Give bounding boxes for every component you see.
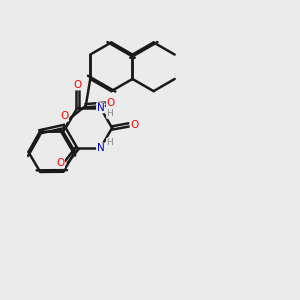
Text: O: O xyxy=(60,111,68,121)
Text: O: O xyxy=(73,80,81,90)
Text: N: N xyxy=(97,103,104,113)
Text: O: O xyxy=(130,120,139,130)
Text: N: N xyxy=(97,143,104,153)
Text: H: H xyxy=(106,109,113,118)
Text: O: O xyxy=(106,98,115,108)
Text: H: H xyxy=(106,138,113,147)
Text: O: O xyxy=(56,158,64,168)
